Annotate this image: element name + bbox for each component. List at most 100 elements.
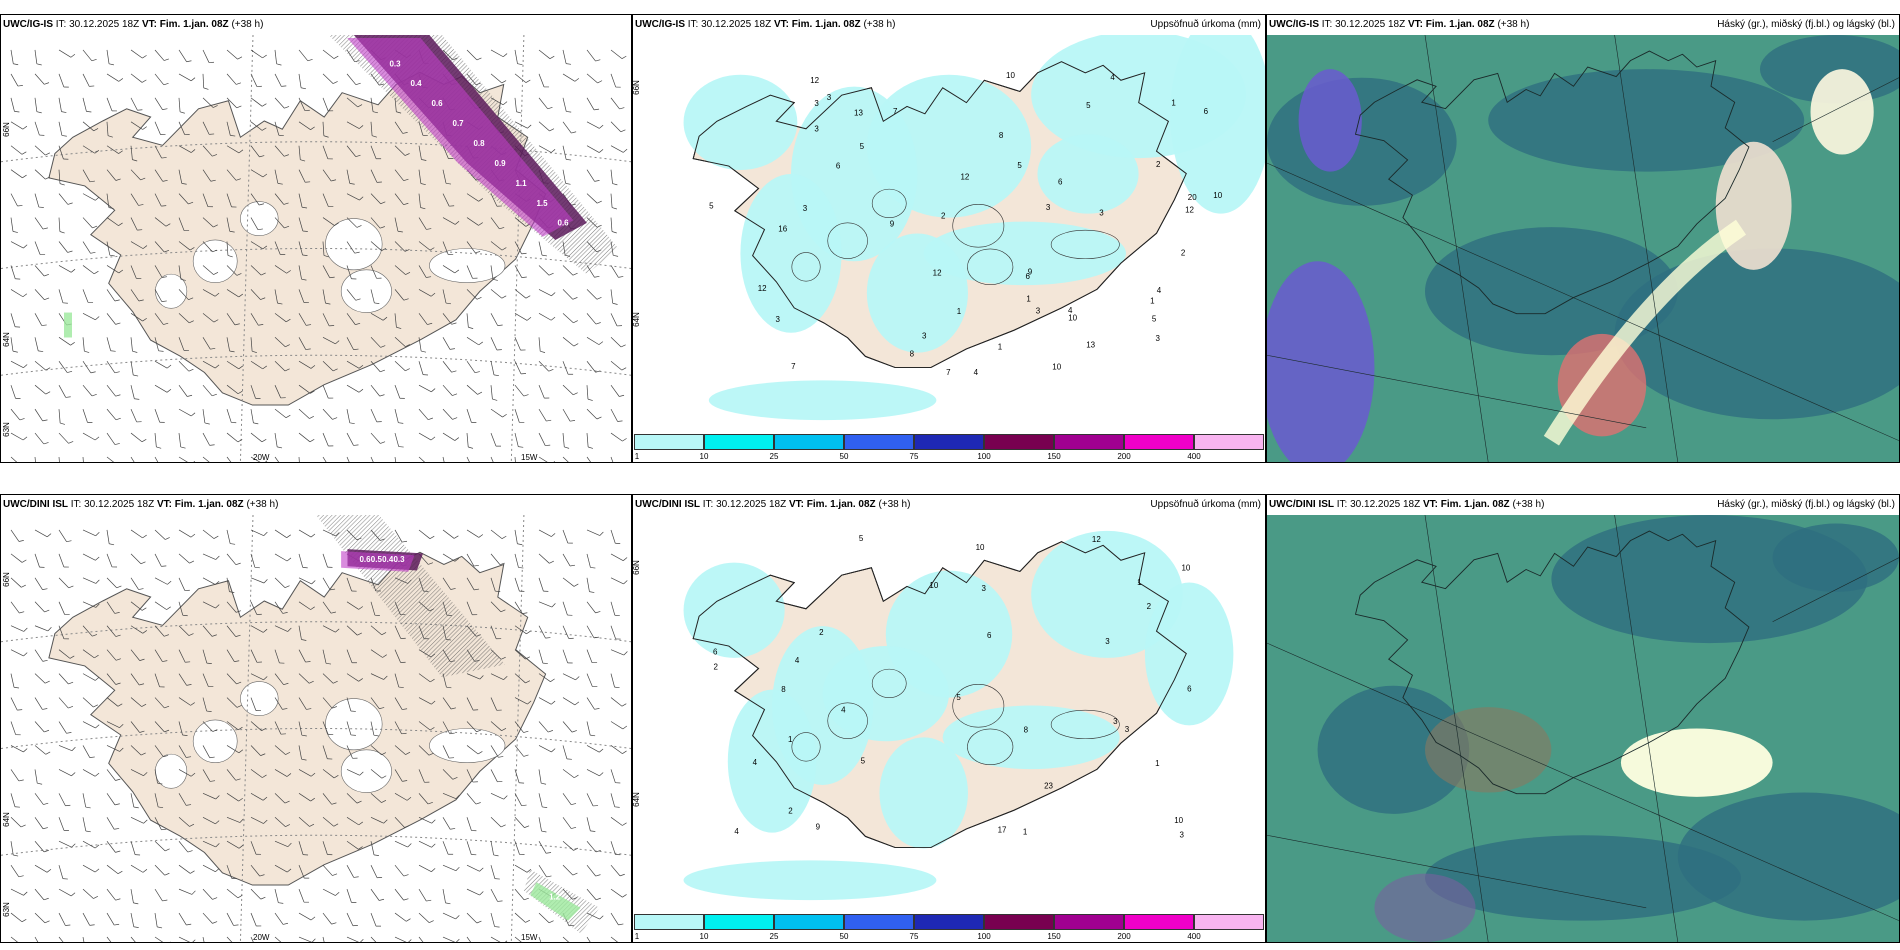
mid-cloud-area (1298, 69, 1362, 172)
wind-barb-feather (142, 245, 148, 249)
wind-barb (202, 529, 215, 539)
precip-value-label: 6 (1058, 177, 1063, 186)
wind-barb-feather (335, 891, 340, 896)
wind-barb (202, 145, 213, 157)
wind-barb-feather (180, 446, 186, 449)
wind-barb-feather (215, 868, 220, 872)
wind-barb-feather (190, 870, 195, 874)
wind-barb (34, 936, 39, 942)
wind-barb (154, 217, 167, 227)
wind-barb (130, 97, 138, 111)
wind-barb (562, 361, 569, 375)
wind-barb (370, 673, 384, 680)
wind-barb-feather (307, 58, 313, 62)
wind-barbs (10, 529, 628, 942)
wind-barb (490, 625, 497, 639)
map-area[interactable] (1267, 515, 1899, 942)
wind-barb (298, 121, 311, 130)
wind-barb-feather (188, 368, 194, 372)
wind-barb-feather (353, 876, 359, 878)
wind-barb (322, 912, 332, 925)
wind-barb-feather (479, 867, 484, 872)
wind-barb (154, 625, 165, 637)
wind-barb-feather (234, 660, 240, 662)
wind-barb (250, 97, 263, 107)
wind-barb (490, 361, 495, 375)
wind-barb (610, 721, 624, 730)
wind-barb-feather (331, 179, 337, 182)
wind-barb-feather (525, 295, 531, 299)
wind-barb (490, 577, 496, 592)
wind-barb-feather (310, 533, 316, 538)
wind-barb-feather (45, 176, 50, 180)
wind-barb (562, 97, 567, 112)
map-area[interactable]: 0.6 0.5 0.4 0.3 1.2 (1, 515, 631, 942)
wind-barb-feather (421, 350, 427, 353)
panel-header: UWC/DINI ISL IT: 30.12.2025 18Z VT: Fim.… (1267, 495, 1899, 515)
wind-barb-feather (548, 368, 554, 372)
wind-barb (346, 625, 358, 636)
wind-barb-feather (325, 302, 331, 305)
wind-barb-feather (564, 446, 570, 449)
map-area[interactable]: 0.3 0.4 0.6 0.7 0.8 0.9 1.1 1.5 0.6 (1, 35, 631, 462)
wind-barb-feather (594, 180, 600, 182)
wind-barb (34, 121, 40, 136)
wind-barb (394, 145, 406, 156)
wind-barb-feather (597, 200, 602, 204)
wind-barb (514, 432, 519, 447)
field-title: Uppsöfnuð úrkoma (mm) (1150, 499, 1261, 510)
wind-barb-feather (599, 772, 604, 777)
wind-barb (490, 601, 502, 613)
wind-barb-feather (22, 174, 27, 179)
wind-barb-feather (287, 842, 292, 847)
wind-barb-feather (398, 446, 404, 448)
wind-barb-feather (310, 772, 316, 777)
wind-barb-feather (405, 344, 410, 347)
wind-barb (346, 193, 360, 201)
map-area[interactable]: 1 1 2 3 3 5 4 5 4 6 5 10 10 3 2 1 6 12 4 23 17 10 9 3 8 10 4 2 6 8 2 3 1 (633, 515, 1265, 912)
map-area[interactable] (1267, 35, 1899, 462)
wind-barb-feather (115, 778, 121, 781)
wind-barb (58, 577, 70, 589)
wind-barb (106, 73, 120, 82)
map-area[interactable]: 3 3 2 3 3 3 5 4 4 5 6 7 6 10 2 1 16 13 1 3 9 5 3 6 7 8 4 13 3 7 6 5 4 3 8 1… (633, 35, 1265, 432)
wind-barb-feather (213, 535, 219, 539)
wind-barb (370, 625, 382, 636)
wind-barb-feather (454, 437, 460, 441)
wind-barb (10, 313, 16, 327)
wind-barb-feather (284, 800, 290, 804)
wind-barb-feather (142, 317, 147, 322)
wind-barb (106, 841, 116, 853)
wind-barb (226, 337, 230, 352)
colorbar-swatch (914, 914, 984, 930)
wind-barb (226, 384, 239, 395)
wind-barb (178, 673, 187, 686)
wind-barb-feather (42, 588, 48, 590)
wind-barb (226, 840, 240, 849)
wind-barb (562, 817, 572, 829)
wind-barb (514, 841, 520, 855)
precip-area (708, 380, 937, 421)
wind-barb-feather (574, 701, 580, 706)
wind-barb (58, 145, 64, 160)
wind-barb-feather (571, 803, 577, 806)
wind-barb (178, 121, 185, 135)
wind-barb (226, 745, 240, 754)
wind-barb (202, 745, 211, 758)
wind-barb-feather (138, 299, 144, 302)
wind-barb (106, 888, 116, 901)
wind-barb (10, 793, 16, 807)
colorbar-swatch (844, 434, 914, 450)
wind-barb-feather (214, 364, 220, 369)
wind-barb (178, 793, 187, 806)
wind-barb (466, 49, 478, 61)
wind-barb (226, 625, 237, 637)
wind-barb (154, 888, 163, 902)
wind-barb-feather (261, 728, 267, 731)
wind-barb (226, 217, 231, 232)
wind-barb (226, 529, 231, 544)
wind-barb-feather (19, 418, 25, 421)
wind-barb (250, 553, 256, 568)
wind-barb (82, 769, 96, 777)
wind-barb (514, 217, 527, 227)
